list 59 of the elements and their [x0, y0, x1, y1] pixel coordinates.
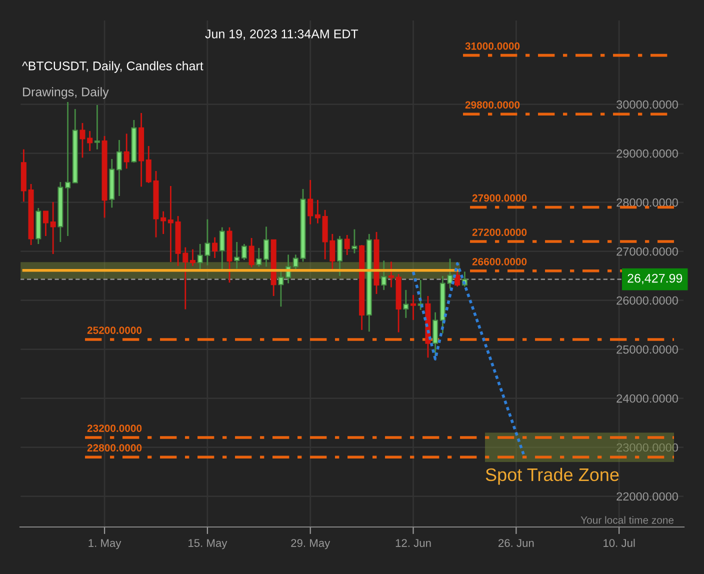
candlestick [116, 139, 122, 197]
annotation: Your local time zone [580, 516, 674, 524]
y-tick-label: 29000.0000 [616, 149, 678, 158]
candlestick [168, 185, 174, 263]
text: ^BTCUSDT, Daily, Candles chart [22, 61, 204, 73]
x-tick-label: 10. Jul [604, 538, 635, 547]
x-tick-label: 29. May [291, 539, 330, 550]
candlestick [381, 260, 387, 291]
ref-line-label: 27900.0000 [472, 194, 527, 202]
candlestick [352, 228, 358, 254]
candlestick [344, 234, 350, 256]
candlestick [42, 210, 48, 237]
candlestick [248, 237, 254, 268]
y-tick-label: 28000.0000 [616, 198, 678, 207]
y-tick-label: 30000.0000 [616, 100, 678, 109]
ref-line-label: 26600.0000 [472, 258, 527, 266]
band-label: Spot Trade Zone [486, 468, 619, 485]
y-tick-label: 22000.0000 [616, 492, 678, 501]
candlestick [256, 247, 262, 268]
candlestick [94, 104, 100, 150]
candlestick [454, 269, 460, 288]
candlestick [219, 226, 225, 271]
ref-line-label: 23200.0000 [87, 424, 142, 432]
candlestick [234, 241, 240, 270]
candlestick [403, 289, 409, 319]
candlestick [314, 199, 320, 224]
ref-line-label: 29800.0000 [465, 101, 520, 109]
ref-line-label: 22800.0000 [87, 444, 142, 452]
candlestick [190, 248, 196, 267]
candlestick [124, 132, 130, 170]
candlestick [212, 236, 218, 259]
candlestick [241, 243, 247, 261]
candlestick [263, 226, 270, 268]
ref-line-label: 31000.0000 [465, 42, 520, 50]
candlestick [87, 130, 93, 152]
y-tick-label: 25000.0000 [616, 345, 678, 354]
x-tick-label: 12. Jun [396, 539, 431, 547]
candlestick [308, 179, 314, 226]
ref-line-label: 26,427.99 [628, 274, 682, 284]
x-tick-label: 1. May [88, 539, 122, 550]
annotation: Drawings, Daily [23, 87, 109, 99]
x-tick-label: 26. Jun [498, 539, 534, 547]
x-tick-label: 15. May [188, 539, 228, 550]
ref-line-label: 25200.0000 [87, 326, 142, 334]
y-tick-label: 26000.0000 [616, 296, 678, 305]
candlestick [278, 269, 284, 308]
candlestick [50, 201, 56, 255]
candlestick [432, 312, 438, 358]
ref-line-label: 27200.0000 [472, 228, 527, 236]
candlestick [410, 294, 416, 321]
y-tick-label: 24000.0000 [616, 394, 678, 403]
candlestick [80, 122, 86, 158]
candlestick [160, 210, 166, 235]
y-tick-label: 23000.0000 [616, 443, 678, 452]
y-tick-label: 27000.0000 [616, 247, 678, 256]
candlestick [336, 235, 343, 277]
text: Jun 19, 2023 11:34AM EDT [205, 30, 358, 40]
candlestick [388, 260, 394, 288]
candlestick [65, 101, 71, 237]
